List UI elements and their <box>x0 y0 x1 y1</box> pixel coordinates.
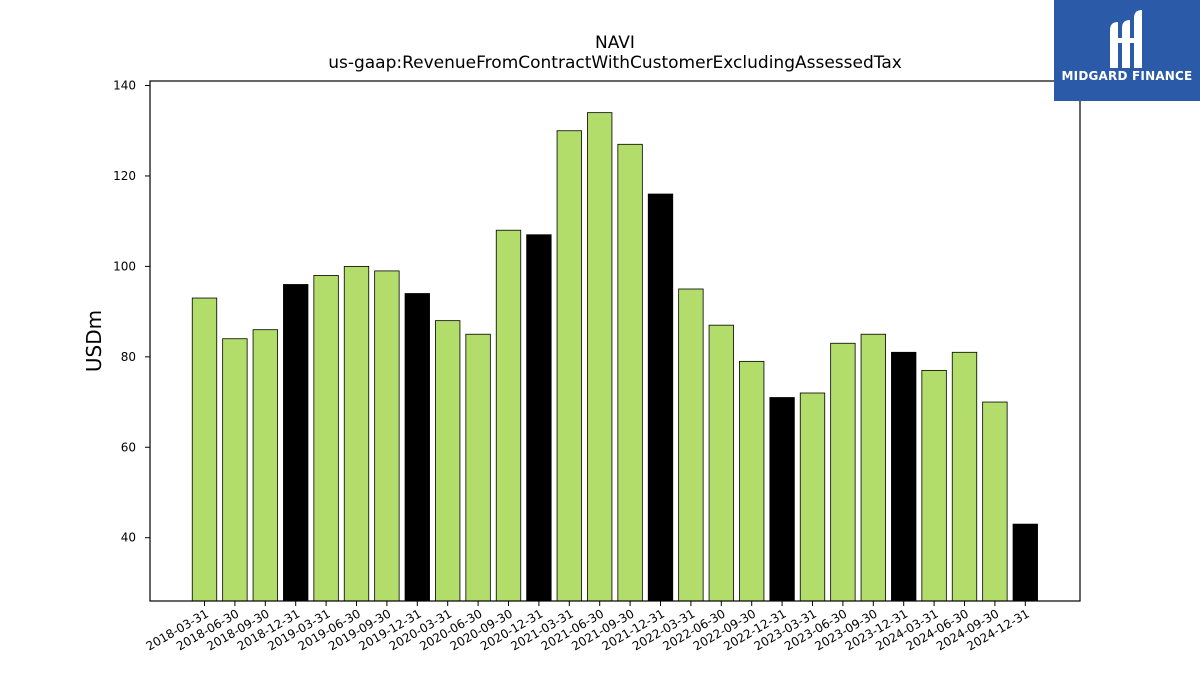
y-tick-label: 60 <box>121 440 136 454</box>
bar-2019-12-31 <box>404 293 430 602</box>
bar-2024-09-30 <box>982 401 1008 602</box>
bar-2022-03-31 <box>678 288 704 602</box>
logo-mark-icon <box>1110 10 1142 68</box>
y-tick-label: 100 <box>113 259 136 273</box>
bar-2020-12-31 <box>526 234 552 602</box>
bar-2018-09-30 <box>252 329 278 602</box>
bar-2021-09-30 <box>617 143 643 602</box>
y-axis: 40 60 80 100 120 140 <box>113 79 150 545</box>
bar-2020-09-30 <box>495 229 522 602</box>
bar-2018-03-31 <box>191 297 218 602</box>
bar-2022-12-31 <box>769 397 795 602</box>
y-tick-label: 40 <box>121 531 136 545</box>
midgard-finance-logo: MIDGARD FINANCE <box>1054 0 1200 101</box>
plot-frame <box>149 80 1081 602</box>
bar-2022-09-30 <box>739 360 765 602</box>
y-tick-label: 120 <box>113 169 136 183</box>
bars-group <box>191 112 1038 602</box>
chart-title: NAVI <box>595 33 635 53</box>
bar-2023-06-30 <box>830 342 856 602</box>
bar-2020-03-31 <box>435 320 461 602</box>
bar-2023-09-30 <box>860 333 886 602</box>
y-tick-label: 140 <box>113 79 136 93</box>
y-tick-label: 80 <box>121 350 136 364</box>
bar-2022-06-30 <box>708 324 734 602</box>
x-axis: 2018-03-312018-06-302018-09-302018-12-31… <box>144 601 1032 653</box>
bar-2021-03-31 <box>556 130 582 602</box>
bar-2019-09-30 <box>374 270 400 602</box>
bar-2024-03-31 <box>921 369 947 602</box>
bar-2021-12-31 <box>647 193 674 602</box>
bar-2023-03-31 <box>799 392 826 602</box>
bar-2024-06-30 <box>951 351 978 602</box>
bar-2018-12-31 <box>283 284 309 602</box>
logo-text: MIDGARD FINANCE <box>1061 69 1193 83</box>
chart-subtitle: us-gaap:RevenueFromContractWithCustomerE… <box>328 53 902 73</box>
bar-2023-12-31 <box>891 351 917 602</box>
bar-2019-03-31 <box>313 275 339 602</box>
y-axis-label: USDm <box>82 310 106 372</box>
bar-2020-06-30 <box>465 333 491 602</box>
bar-2024-12-31 <box>1012 523 1038 602</box>
bar-2019-06-30 <box>343 265 370 602</box>
bar-2021-06-30 <box>587 112 613 602</box>
bar-2018-06-30 <box>222 338 248 602</box>
